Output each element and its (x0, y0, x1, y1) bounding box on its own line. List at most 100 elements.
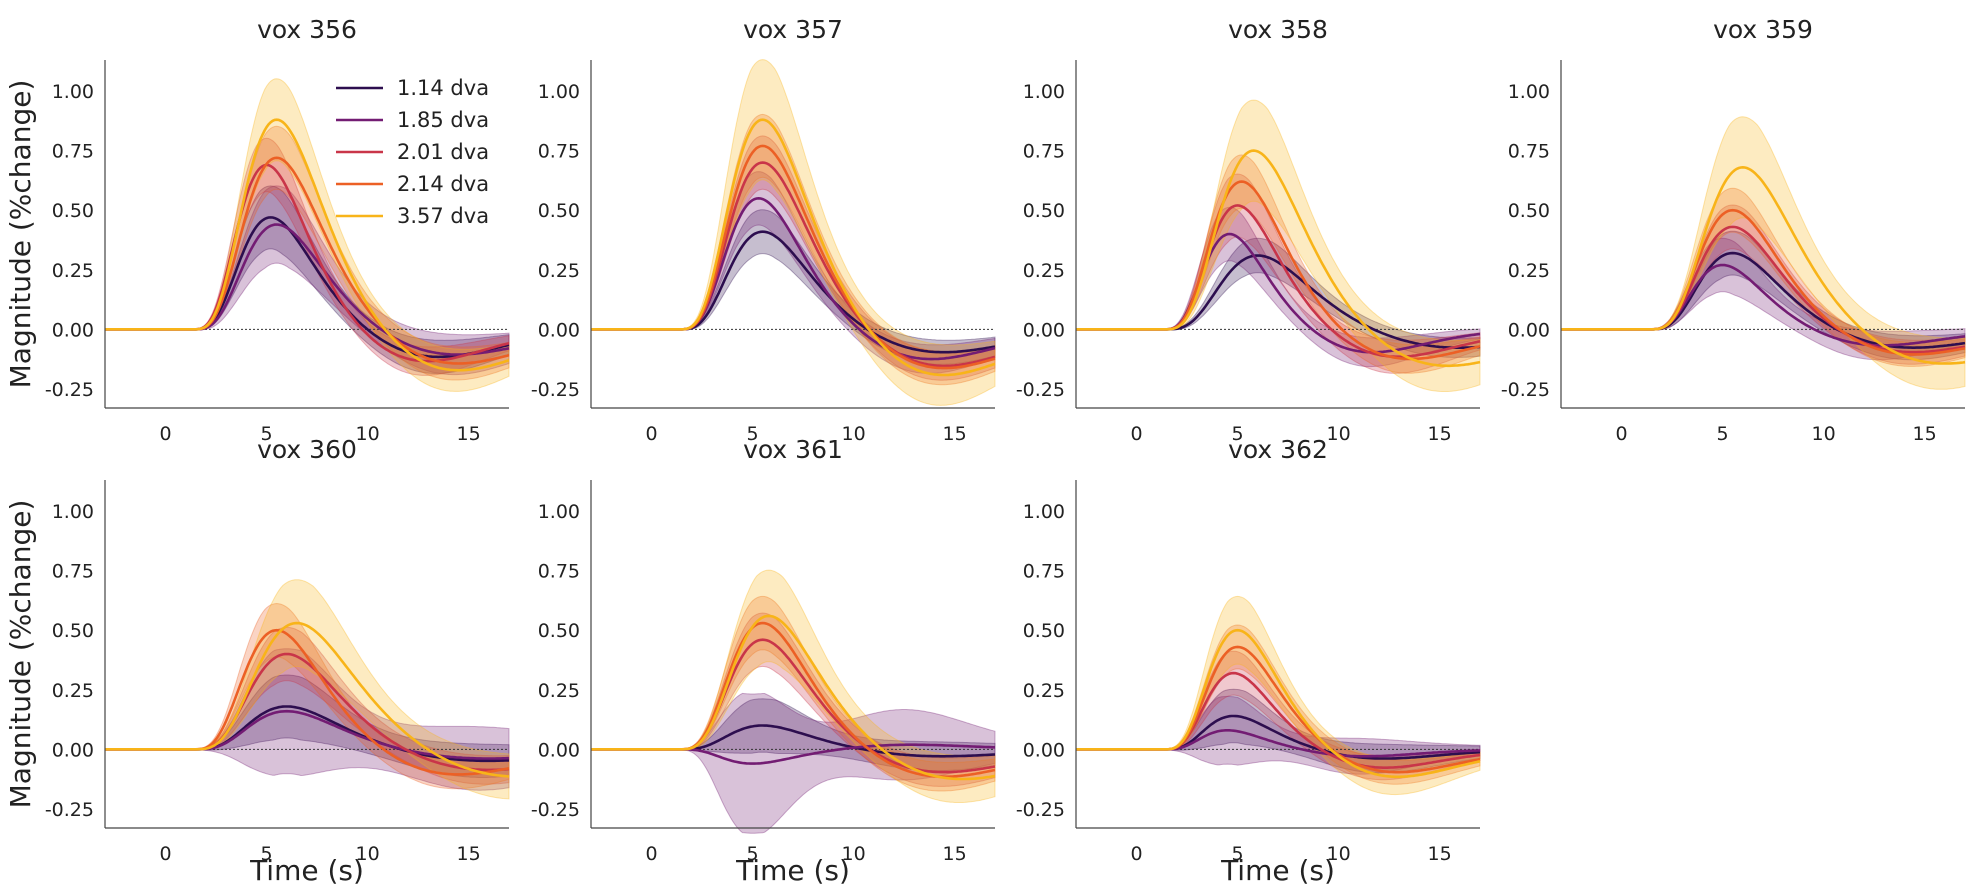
y-tick-label: 0.50 (538, 200, 580, 222)
x-tick-label: 5 (747, 423, 759, 445)
x-tick-label: 5 (747, 843, 759, 865)
x-tick-label: 5 (1232, 843, 1244, 865)
panel-title: vox 356 (257, 15, 357, 44)
y-tick-label: 0.75 (1508, 141, 1550, 163)
series-line-3-57-dva (1076, 628, 1481, 779)
series-line-3-57-dva (1561, 165, 1966, 365)
legend-label: 1.14 dva (397, 76, 489, 100)
y-tick-label: 1.00 (1023, 81, 1065, 103)
x-tick-label: 0 (160, 843, 172, 865)
y-axis-title: Magnitude (%change) (4, 80, 37, 389)
panel-title: vox 357 (743, 15, 843, 44)
legend: 1.14 dva 1.85 dva 2.01 dva 2.14 dva 3.57 dva (336, 76, 489, 228)
y-tick-label: 0.00 (538, 739, 580, 761)
y-tick-label: -0.25 (1016, 799, 1065, 821)
series-line-3-57-dva (105, 118, 510, 372)
x-tick-label: 0 (646, 423, 658, 445)
x-tick-label: 10 (842, 423, 866, 445)
x-tick-label: 5 (261, 423, 273, 445)
y-tick-label: 0.75 (52, 561, 94, 583)
series-line-3-57-dva (105, 621, 510, 778)
x-tick-label: 15 (943, 423, 967, 445)
panel-vox-358: -0.25 0.00 0.25 0.50 0.75 1.00 0 5 10 15 vox 358 (1016, 15, 1481, 445)
y-tick-label: 0.25 (52, 260, 94, 282)
y-tick-label: 0.50 (52, 200, 94, 222)
x-axis-title: Time (s) (735, 854, 850, 887)
y-tick-label: 0.00 (538, 319, 580, 341)
x-tick-label: 15 (1428, 423, 1452, 445)
panel-vox-356: -0.25 0.00 0.25 0.50 0.75 1.00 0 5 10 15 vox 356 Ma… (4, 15, 510, 445)
y-tick-label: 0.50 (1508, 200, 1550, 222)
y-tick-label: 1.00 (1023, 501, 1065, 523)
panel-title: vox 358 (1228, 15, 1328, 44)
panel-vox-361: -0.25 0.00 0.25 0.50 0.75 1.00 0 5 10 15 vox 361 Ti… (531, 435, 996, 887)
y-tick-label: 0.75 (538, 141, 580, 163)
y-tick-label: 0.50 (1023, 200, 1065, 222)
series-line-3-57-dva (591, 614, 996, 781)
x-tick-label: 10 (356, 423, 380, 445)
x-tick-label: 10 (1812, 423, 1836, 445)
y-tick-label: 0.25 (1023, 260, 1065, 282)
x-tick-label: 5 (261, 843, 273, 865)
panel-title: vox 362 (1228, 435, 1328, 464)
panel-title: vox 360 (257, 435, 357, 464)
y-tick-label: 0.50 (538, 620, 580, 642)
legend-label: 2.14 dva (397, 172, 489, 196)
panel-vox-359: -0.25 0.00 0.25 0.50 0.75 1.00 0 5 10 15 vox 359 (1501, 15, 1966, 445)
x-tick-label: 15 (943, 843, 967, 865)
x-tick-label: 0 (160, 423, 172, 445)
panel-title: vox 359 (1713, 15, 1813, 44)
legend-label: 3.57 dva (397, 204, 489, 228)
x-tick-label: 10 (1327, 843, 1351, 865)
y-tick-label: 0.00 (1023, 739, 1065, 761)
x-tick-label: 0 (1131, 843, 1143, 865)
x-tick-label: 0 (1131, 423, 1143, 445)
legend-label: 1.85 dva (397, 108, 489, 132)
y-tick-label: 0.00 (52, 739, 94, 761)
y-tick-label: -0.25 (45, 799, 94, 821)
x-tick-label: 15 (457, 843, 481, 865)
x-tick-label: 15 (1913, 423, 1937, 445)
x-tick-label: 5 (1232, 423, 1244, 445)
y-tick-label: 0.25 (52, 680, 94, 702)
x-tick-label: 0 (646, 843, 658, 865)
panel-vox-357: -0.25 0.00 0.25 0.50 0.75 1.00 0 5 10 15 vox 357 (531, 15, 996, 445)
error-band-1-14-dva (591, 209, 996, 365)
y-tick-label: 1.00 (52, 501, 94, 523)
series-line-3-57-dva (591, 118, 996, 377)
y-axis-title: Magnitude (%change) (4, 500, 37, 809)
x-axis-title: Time (s) (1220, 854, 1335, 887)
y-tick-label: 0.50 (1023, 620, 1065, 642)
x-tick-label: 0 (1616, 423, 1628, 445)
y-tick-label: 0.75 (1023, 561, 1065, 583)
y-tick-label: 1.00 (538, 81, 580, 103)
y-tick-label: -0.25 (531, 379, 580, 401)
x-tick-label: 10 (1327, 423, 1351, 445)
series-line-3-57-dva (1076, 149, 1481, 368)
y-tick-label: -0.25 (1501, 379, 1550, 401)
y-tick-label: 0.75 (52, 141, 94, 163)
y-tick-label: 0.25 (538, 260, 580, 282)
legend-label: 2.01 dva (397, 140, 489, 164)
y-tick-label: 1.00 (52, 81, 94, 103)
x-tick-label: 10 (356, 843, 380, 865)
y-tick-label: 1.00 (538, 501, 580, 523)
y-tick-label: 0.00 (1023, 319, 1065, 341)
x-axis-title: Time (s) (249, 854, 364, 887)
x-tick-label: 10 (842, 843, 866, 865)
x-tick-label: 5 (1717, 423, 1729, 445)
x-tick-label: 15 (457, 423, 481, 445)
x-tick-label: 15 (1428, 843, 1452, 865)
y-tick-label: 0.75 (538, 561, 580, 583)
y-tick-label: 0.25 (538, 680, 580, 702)
y-tick-label: 0.25 (1023, 680, 1065, 702)
y-tick-label: 0.25 (1508, 260, 1550, 282)
panel-title: vox 361 (743, 435, 843, 464)
y-tick-label: -0.25 (1016, 379, 1065, 401)
y-tick-label: 0.00 (52, 319, 94, 341)
y-tick-label: 0.75 (1023, 141, 1065, 163)
y-tick-label: 0.50 (52, 620, 94, 642)
panel-vox-360: -0.25 0.00 0.25 0.50 0.75 1.00 0 5 10 15 vox 360 Ma… (4, 435, 510, 887)
y-tick-label: -0.25 (45, 379, 94, 401)
